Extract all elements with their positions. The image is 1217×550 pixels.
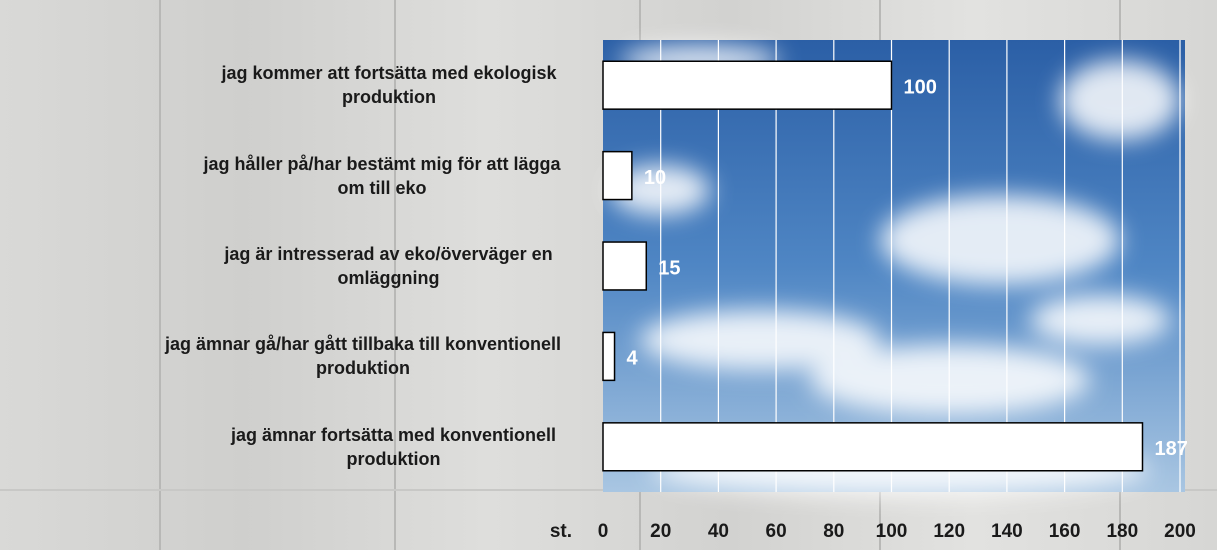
value-label: 10 [644,167,666,189]
y-tick-label: jag är intresserad av eko/överväger en o… [201,242,576,290]
value-label: 187 [1154,438,1187,460]
x-tick-label: 20 [650,521,671,542]
x-axis-label: st. [550,521,572,542]
bar [603,61,892,109]
x-tick-label: 80 [823,521,844,542]
y-tick-label: jag ämnar fortsätta med konventionell pr… [211,423,576,471]
bar [603,152,632,200]
x-tick-label: 60 [766,521,787,542]
x-tick-label: 100 [876,521,908,542]
x-tick-label: 0 [598,521,609,542]
y-tick-label: jag kommer att fortsätta med ekologisk p… [202,61,576,109]
x-tick-label: 200 [1164,521,1196,542]
value-label: 15 [658,257,680,279]
x-tick-label: 160 [1049,521,1081,542]
y-tick-label: jag ämnar gå/har gått tillbaka till konv… [150,332,576,380]
chart: st. 0 20 40 60 80 100 120 140 160 180 200 100 10 15 4 1… [0,0,1217,550]
x-tick-label: 140 [991,521,1023,542]
value-label: 4 [627,348,639,370]
value-label: 100 [904,76,937,98]
chart-svg: st. 0 20 40 60 80 100 120 140 160 180 200 100 10 15 4 1… [0,0,1217,550]
y-tick-label: jag håller på/har bestämt mig för att lä… [188,152,576,200]
x-tick-label: 120 [933,521,965,542]
bar [603,423,1142,471]
bar [603,242,646,290]
x-tick-label: 180 [1106,521,1138,542]
bar [603,332,615,380]
x-tick-label: 40 [708,521,729,542]
